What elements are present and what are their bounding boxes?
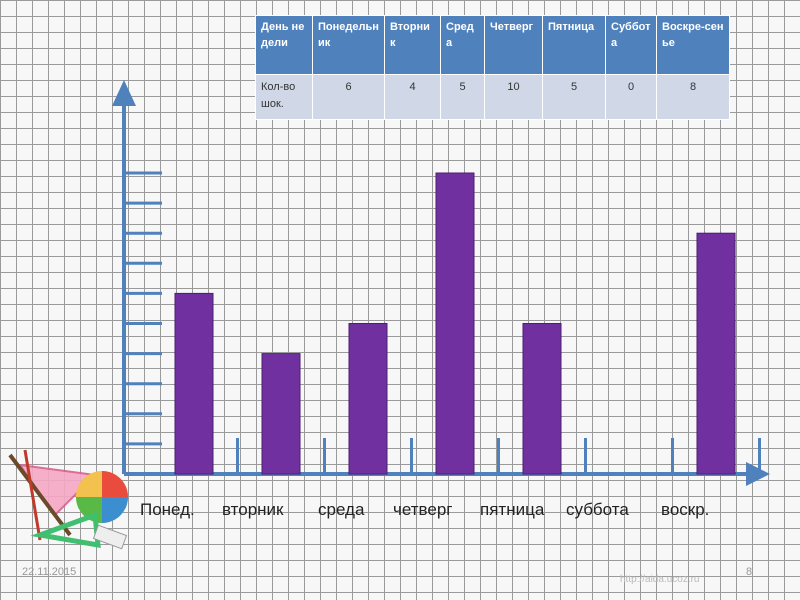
bar-3 [348, 323, 388, 475]
table-cell: 5 [542, 74, 606, 120]
table-cell: 10 [484, 74, 543, 120]
category-label: среда [318, 500, 365, 519]
slide-date: 22.11.2015 [22, 566, 77, 578]
table-cell: 0 [605, 74, 657, 120]
table-header-cell: Среда [440, 15, 485, 75]
geometry-tools-icon [8, 449, 128, 550]
bar-4 [435, 172, 475, 475]
table-header-cell: Суббота [605, 15, 657, 75]
data-table: День недели Понедельник Вторник Среда Че… [255, 15, 730, 120]
category-label: четверг [393, 500, 453, 519]
source-url: http://aida.ucoz.ru [620, 574, 700, 585]
category-label: вторник [222, 500, 284, 519]
table-cell: 8 [656, 74, 730, 120]
category-label: суббота [566, 500, 629, 519]
bar-2 [261, 353, 301, 475]
table-header-cell: Вторник [384, 15, 441, 75]
bar-7 [696, 232, 736, 475]
bar-1 [174, 292, 214, 475]
table-row-label: Кол-во шок. [255, 74, 313, 120]
y-axis-arrow [112, 80, 136, 106]
category-label: пятница [480, 500, 545, 519]
table-cell: 4 [384, 74, 441, 120]
table-header-cell: День недели [255, 15, 313, 75]
category-label: Понед. [140, 500, 195, 519]
slide-number: 8 [746, 566, 753, 578]
table-header-cell: Пятница [542, 15, 606, 75]
category-label: воскр. [661, 500, 710, 519]
table-row: Кол-во шок. 6 4 5 10 5 0 8 [255, 74, 730, 120]
bar-5 [522, 323, 562, 475]
table-cell: 5 [440, 74, 485, 120]
table-cell: 6 [312, 74, 385, 120]
table-header-cell: Воскре-сенье [656, 15, 730, 75]
